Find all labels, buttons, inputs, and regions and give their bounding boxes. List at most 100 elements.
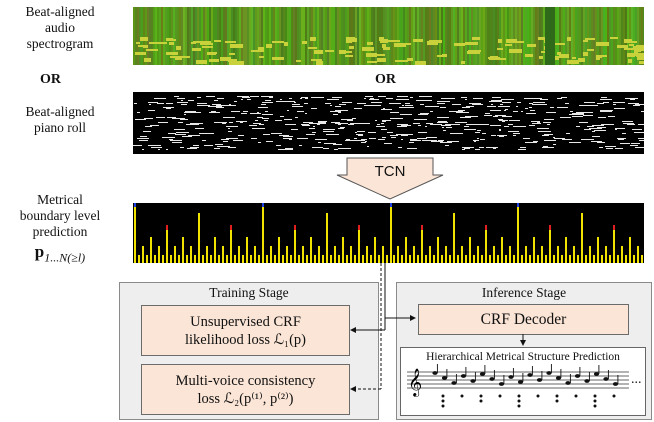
spectrogram-column [175, 7, 177, 65]
prediction-bar [242, 255, 244, 263]
spectrogram-column [375, 7, 377, 65]
pianoroll-note [466, 106, 474, 107]
pianoroll-note [615, 129, 617, 130]
pianoroll-note [413, 123, 420, 124]
pianoroll-note [148, 145, 161, 146]
spectrogram-column [453, 7, 455, 65]
spectrogram-image [133, 7, 644, 65]
pianoroll-note [176, 132, 189, 133]
spectrogram-column [277, 7, 279, 65]
pianoroll-note [418, 132, 427, 133]
pianoroll-note [422, 100, 432, 101]
spectrogram-column [331, 7, 333, 65]
prediction-bar [318, 246, 320, 263]
spectrogram-highlight [346, 51, 352, 53]
note-head [555, 376, 562, 380]
pianoroll-note [338, 112, 341, 113]
pianoroll-note [330, 105, 332, 106]
prediction-bar-top-red [613, 225, 615, 230]
pianoroll-note [499, 120, 508, 121]
prediction-bar [214, 237, 216, 263]
pianoroll-note [228, 147, 236, 148]
spectrogram-column [325, 7, 327, 65]
pianoroll-note [391, 137, 396, 138]
crf-decoder-box: CRF Decoder [418, 304, 629, 335]
pianoroll-note [177, 102, 188, 103]
prediction-bar [613, 225, 615, 263]
spectrogram-column [143, 7, 145, 65]
pianoroll-note [544, 134, 553, 135]
spectrogram-highlight [230, 44, 243, 48]
pianoroll-note [361, 142, 366, 143]
pianoroll-note [479, 147, 484, 148]
spectrogram-highlight [339, 50, 346, 54]
prediction-bar [637, 246, 639, 263]
prediction-bar [513, 255, 515, 263]
spectrogram-column [461, 7, 463, 65]
pianoroll-note [437, 103, 445, 104]
prediction-bar [521, 255, 523, 263]
spectrogram-highlight [170, 56, 180, 58]
pianoroll-note [289, 139, 292, 140]
spectrogram-column [301, 7, 303, 65]
pianoroll-note [341, 119, 353, 120]
spectrogram-column [569, 7, 571, 65]
pianoroll-note [243, 111, 248, 112]
note-head [593, 372, 600, 376]
spectrogram-column [205, 7, 207, 65]
spectrogram-column [363, 7, 365, 65]
pianoroll-note [569, 114, 582, 115]
spectrogram-highlight [539, 56, 543, 59]
spectrogram-column [239, 7, 241, 65]
pianoroll-note [223, 141, 228, 142]
pianoroll-note [338, 128, 344, 129]
pianoroll-note [226, 126, 238, 127]
spectrogram-column [443, 7, 445, 65]
spectrogram-column [207, 7, 209, 65]
prediction-bar [218, 255, 220, 263]
spectrogram-highlight [258, 47, 264, 50]
prediction-bar [573, 246, 575, 263]
spectrogram-column [425, 7, 427, 65]
spectrogram-column [351, 7, 353, 65]
prediction-bar [465, 255, 467, 263]
note-head [460, 374, 467, 378]
pianoroll-note [451, 111, 463, 112]
spectrogram-highlight [366, 53, 377, 57]
pianoroll-note [259, 124, 264, 125]
pianoroll-note [222, 123, 226, 124]
spectrogram-column [617, 7, 619, 65]
pianoroll-note [250, 113, 261, 114]
pianoroll-note [437, 101, 450, 102]
pianoroll-note [635, 104, 644, 105]
pianoroll-note [241, 113, 247, 114]
spectrogram-highlight [345, 55, 353, 57]
spectrogram-column [265, 7, 267, 65]
spectrogram-column [531, 7, 533, 65]
pianoroll-note [477, 138, 479, 139]
spectrogram-highlight [578, 58, 585, 62]
prediction-bar [282, 255, 284, 263]
spectrogram-column [521, 7, 523, 65]
pianoroll-note [504, 126, 509, 127]
prediction-bar [354, 255, 356, 263]
pianoroll-note [447, 141, 459, 142]
pianoroll-note [339, 110, 348, 111]
spectrogram-column [223, 7, 225, 65]
pianoroll-note [197, 97, 201, 98]
spectrogram-column [423, 7, 425, 65]
spectrogram-column [441, 7, 443, 65]
pianoroll-note [623, 123, 634, 124]
spectrogram-column [561, 7, 563, 65]
spectrogram-highlight [403, 43, 411, 45]
pianoroll-note [581, 139, 594, 140]
spectrogram-highlight [214, 40, 221, 42]
spectrogram-column [405, 7, 407, 65]
pianoroll-note [529, 103, 533, 104]
pianoroll-note [540, 99, 548, 100]
spectrogram-column [181, 7, 183, 65]
spectrogram-highlight [176, 46, 181, 50]
spectrogram-column [469, 7, 471, 65]
spectrogram-column [349, 7, 351, 65]
spectrogram-column [269, 7, 271, 65]
